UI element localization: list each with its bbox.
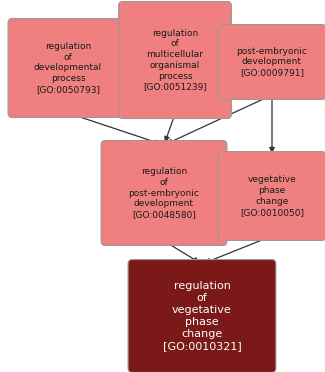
Text: regulation
of
developmental
process
[GO:0050793]: regulation of developmental process [GO:… — [34, 42, 102, 94]
FancyBboxPatch shape — [128, 260, 276, 372]
Text: vegetative
phase
change
[GO:0010050]: vegetative phase change [GO:0010050] — [240, 175, 304, 217]
Text: regulation
of
multicellular
organismal
process
[GO:0051239]: regulation of multicellular organismal p… — [143, 29, 207, 92]
Text: regulation
of
post-embryonic
development
[GO:0048580]: regulation of post-embryonic development… — [129, 167, 200, 219]
FancyBboxPatch shape — [8, 19, 128, 118]
FancyBboxPatch shape — [119, 1, 231, 118]
FancyBboxPatch shape — [218, 151, 325, 240]
Text: regulation
of
vegetative
phase
change
[GO:0010321]: regulation of vegetative phase change [G… — [162, 281, 241, 351]
FancyBboxPatch shape — [218, 25, 325, 99]
FancyBboxPatch shape — [101, 141, 227, 246]
Text: post-embryonic
development
[GO:0009791]: post-embryonic development [GO:0009791] — [237, 47, 307, 77]
